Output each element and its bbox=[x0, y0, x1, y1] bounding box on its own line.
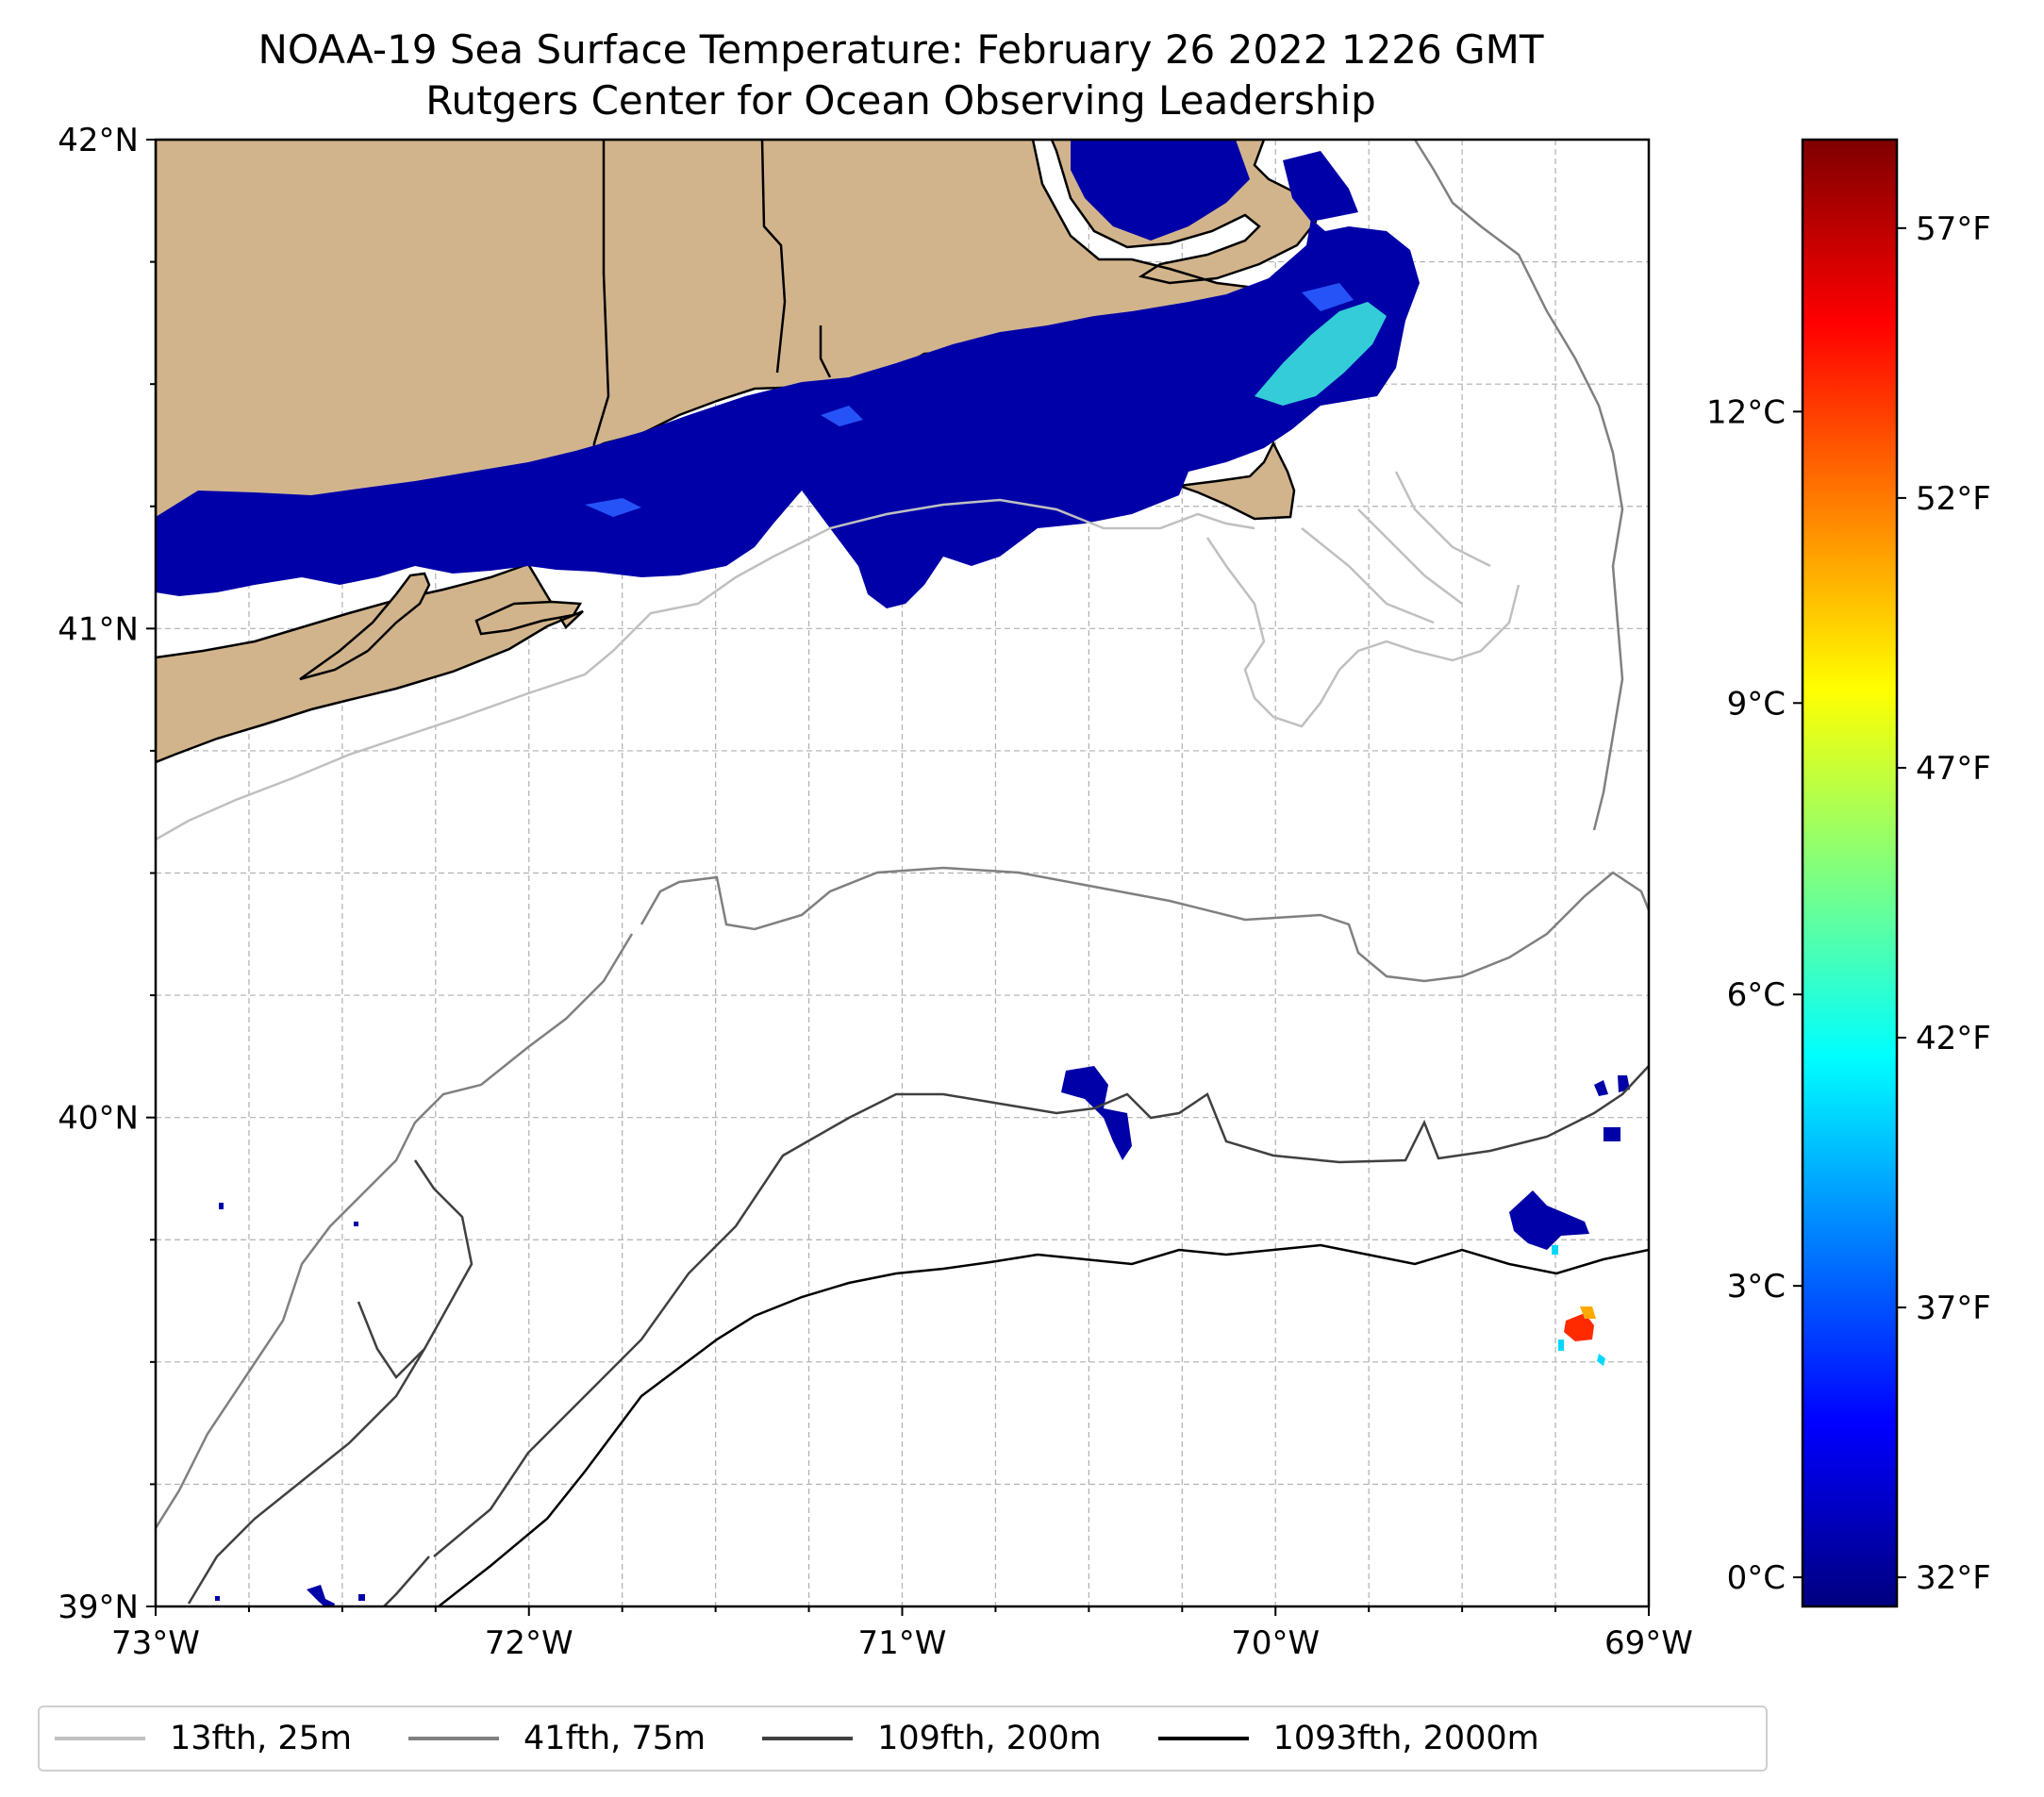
map-axes: 73°W 72°W 71°W 70°W 69°W 42°N 41°N 40°N 39°N bbox=[58, 122, 1693, 1662]
legend-label-2000m: 1093fth, 2000m bbox=[1272, 1720, 1539, 1757]
land-long-island-south-fork bbox=[474, 600, 583, 636]
legend-label-75m: 41fth, 75m bbox=[523, 1720, 706, 1757]
colorbar-celsius-label: 3°C bbox=[1727, 1268, 1786, 1306]
colorbar-fahrenheit-label: 37°F bbox=[1916, 1290, 1991, 1327]
sst-patch-cyan-band bbox=[1255, 302, 1387, 406]
contour-200m bbox=[433, 1065, 1649, 1557]
state-boundary-ri-ma bbox=[819, 325, 832, 378]
colorbar-fahrenheit-label: 32°F bbox=[1916, 1559, 1991, 1597]
colorbar-celsius-label: 6°C bbox=[1727, 976, 1786, 1014]
colorbar: 0°C 3°C 6°C 9°C 12°C 32°F 37°F 42°F 47°F 52°F 57°F bbox=[1706, 138, 1991, 1608]
contour-200m-western bbox=[187, 1159, 474, 1606]
contour-75m bbox=[640, 866, 1649, 983]
legend-swatch-25m bbox=[55, 1737, 145, 1740]
sst-patch-sounds bbox=[156, 219, 1420, 608]
colorbar-celsius-label: 0°C bbox=[1727, 1559, 1786, 1597]
legend-swatch-2000m bbox=[1157, 1737, 1249, 1740]
sst-patch-warm-eddy-edge bbox=[1580, 1306, 1596, 1319]
y-tick-label: 42°N bbox=[58, 122, 139, 159]
sst-patch-eddy-cyan bbox=[1552, 1245, 1605, 1366]
sst-patch-outer-cape bbox=[1283, 151, 1358, 222]
colorbar-fahrenheit-label: 57°F bbox=[1916, 210, 1991, 248]
colorbar-fahrenheit-label: 47°F bbox=[1916, 750, 1991, 788]
x-tick-label: 71°W bbox=[858, 1624, 947, 1662]
contour-25m-shoals bbox=[1205, 471, 1521, 728]
y-tick-label: 40°N bbox=[58, 1100, 139, 1138]
y-tick-label: 41°N bbox=[58, 610, 139, 648]
contour-legend: 13fth, 25m 41fth, 75m 109fth, 200m 1093f… bbox=[38, 1705, 1768, 1772]
x-tick-label: 72°W bbox=[485, 1624, 573, 1662]
contour-75m-nearshore bbox=[156, 140, 1624, 1529]
bathymetry-contours bbox=[156, 140, 1649, 1606]
land-long-island bbox=[156, 562, 584, 764]
state-boundary-ct-ri bbox=[760, 140, 787, 374]
colorbar-celsius-label: 9°C bbox=[1727, 685, 1786, 723]
legend-item-200m: 109fth, 200m bbox=[762, 1720, 1102, 1757]
legend-item-2000m: 1093fth, 2000m bbox=[1157, 1720, 1539, 1757]
land-nantucket bbox=[1178, 441, 1296, 521]
legend-swatch-75m bbox=[408, 1737, 500, 1740]
x-tick-label: 69°W bbox=[1604, 1624, 1693, 1662]
land-long-island-north-fork bbox=[299, 572, 431, 681]
legend-label-25m: 13fth, 25m bbox=[170, 1720, 353, 1757]
legend-swatch-200m bbox=[762, 1737, 854, 1740]
sst-patch-shelf-1 bbox=[1061, 1066, 1132, 1160]
colorbar-celsius-label: 12°C bbox=[1706, 393, 1786, 431]
contour-2000m bbox=[438, 1243, 1649, 1606]
chart-title: NOAA-19 Sea Surface Temperature: Februar… bbox=[258, 26, 1544, 73]
colorbar-fahrenheit-label: 42°F bbox=[1916, 1020, 1991, 1057]
colorbar-ticks: 0°C 3°C 6°C 9°C 12°C 32°F 37°F 42°F 47°F 52°F 57°F bbox=[1706, 210, 1991, 1597]
x-tick-label: 70°W bbox=[1231, 1624, 1320, 1662]
chart-subtitle: Rutgers Center for Ocean Observing Leade… bbox=[425, 77, 1376, 124]
legend-label-200m: 109fth, 200m bbox=[877, 1720, 1102, 1757]
sst-map: 73°W 72°W 71°W 70°W 69°W 42°N 41°N 40°N 39°N 0°C… bbox=[58, 122, 1991, 1662]
gridlines bbox=[155, 139, 1650, 1607]
colorbar-fahrenheit-label: 52°F bbox=[1916, 480, 1991, 518]
sst-patch-cape-cod-bay bbox=[1071, 140, 1250, 241]
colorbar-gradient bbox=[1801, 138, 1899, 1608]
sst-patch-shelf-3 bbox=[1594, 1075, 1630, 1141]
x-tick-label: 73°W bbox=[111, 1624, 200, 1662]
legend-item-25m: 13fth, 25m bbox=[55, 1720, 352, 1757]
sst-patch-warm-eddy bbox=[1564, 1313, 1594, 1341]
sst-patch-shelf-2 bbox=[1509, 1190, 1589, 1250]
sst-observations bbox=[156, 140, 1630, 1606]
legend-item-75m: 41fth, 75m bbox=[408, 1720, 706, 1757]
y-tick-label: 39°N bbox=[58, 1589, 139, 1626]
contour-25m bbox=[156, 498, 1255, 841]
